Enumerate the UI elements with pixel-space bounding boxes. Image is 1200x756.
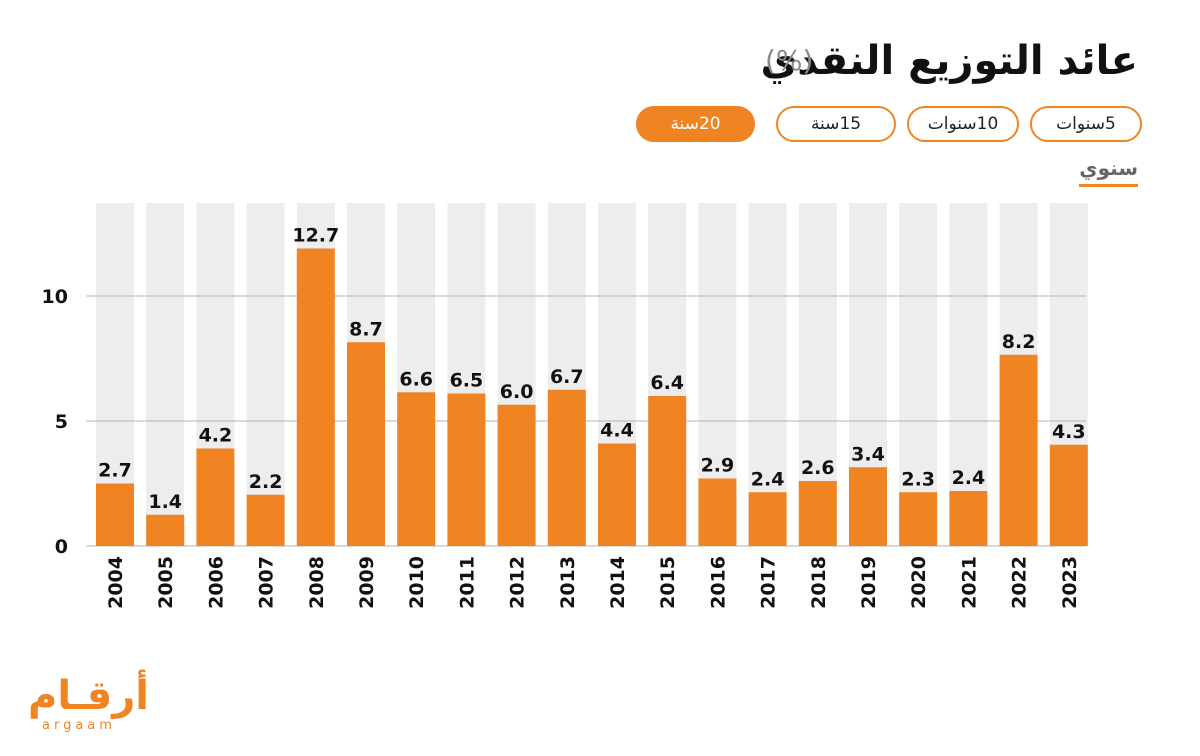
- x-tick-label: 2009: [356, 556, 378, 609]
- data-label: 2.7: [98, 460, 132, 482]
- bar: [497, 404, 536, 546]
- y-tick-label: 10: [42, 286, 68, 308]
- x-tick-label: 2022: [1009, 556, 1031, 609]
- period-10-years-button[interactable]: 10سنوات: [907, 106, 1019, 142]
- bar: [196, 448, 235, 546]
- period-15-years-button[interactable]: 15سنة: [776, 106, 896, 142]
- data-label: 6.4: [650, 372, 684, 394]
- x-tick-label: 2008: [306, 556, 328, 609]
- bar: [96, 483, 134, 546]
- data-label: 2.2: [249, 471, 283, 493]
- bar-background-column: [748, 203, 787, 546]
- data-label: 2.6: [801, 457, 835, 479]
- bar: [1049, 444, 1088, 546]
- data-label: 12.7: [292, 225, 339, 247]
- bar: [146, 514, 185, 546]
- bar: [347, 342, 385, 546]
- x-tick-label: 2010: [406, 556, 428, 609]
- y-tick-label: 5: [55, 411, 68, 433]
- x-tick-label: 2019: [858, 556, 880, 609]
- x-tick-label: 2017: [758, 556, 780, 609]
- x-tick-label: 2023: [1059, 556, 1081, 609]
- bar: [999, 354, 1038, 546]
- bar-background-column: [246, 203, 285, 546]
- annual-tab[interactable]: سنوي: [1079, 156, 1138, 187]
- data-label: 2.4: [952, 467, 986, 489]
- data-label: 1.4: [148, 491, 182, 513]
- data-label: 6.6: [399, 368, 433, 390]
- data-label: 8.7: [349, 318, 383, 340]
- data-label: 3.4: [851, 443, 885, 465]
- chart-title: عائد التوزيع النقدي: [760, 38, 1138, 84]
- unit-label: (%): [765, 44, 814, 77]
- data-label: 6.0: [500, 381, 534, 403]
- x-tick-label: 2012: [507, 556, 529, 609]
- bar: [547, 389, 586, 546]
- x-tick-label: 2020: [908, 556, 930, 609]
- data-label: 4.3: [1052, 421, 1086, 443]
- x-tick-label: 2004: [105, 556, 127, 609]
- x-tick-label: 2021: [958, 556, 980, 609]
- data-label: 8.2: [1002, 331, 1036, 353]
- x-tick-label: 2011: [456, 556, 478, 609]
- bar: [849, 467, 887, 546]
- bar: [899, 492, 938, 546]
- bar: [798, 481, 837, 546]
- x-tick-label: 2014: [607, 556, 629, 609]
- data-label: 4.4: [600, 420, 634, 442]
- period-5-years-button[interactable]: 5سنوات: [1030, 106, 1142, 142]
- bar-background-column: [146, 203, 185, 546]
- data-label: 4.2: [199, 425, 233, 447]
- bar-background-column: [949, 203, 988, 546]
- x-tick-label: 2006: [205, 556, 227, 609]
- data-label: 2.4: [751, 468, 785, 490]
- period-20-years-button[interactable]: 20سنة: [636, 106, 755, 142]
- x-tick-label: 2016: [707, 556, 729, 609]
- x-tick-label: 2005: [155, 556, 177, 609]
- bar: [949, 491, 988, 546]
- bar-background-column: [899, 203, 938, 546]
- data-label: 2.3: [901, 468, 935, 490]
- x-tick-label: 2007: [256, 556, 278, 609]
- bar: [698, 478, 737, 546]
- data-label: 6.5: [450, 370, 484, 392]
- bar: [598, 443, 636, 546]
- bar: [648, 396, 687, 546]
- argaam-logo: أرقـام argaam: [28, 672, 149, 742]
- bar: [447, 393, 486, 546]
- x-tick-label: 2018: [808, 556, 830, 609]
- data-label: 2.9: [701, 455, 735, 477]
- bar: [296, 248, 335, 546]
- bar: [397, 392, 436, 546]
- bar: [748, 492, 787, 546]
- data-label: 6.7: [550, 366, 584, 388]
- x-tick-label: 2015: [657, 556, 679, 609]
- logo-latin-text: argaam: [42, 718, 116, 733]
- logo-arabic-text: أرقـام: [28, 673, 149, 719]
- bar: [246, 494, 285, 546]
- x-tick-label: 2013: [557, 556, 579, 609]
- y-tick-label: 0: [55, 536, 68, 558]
